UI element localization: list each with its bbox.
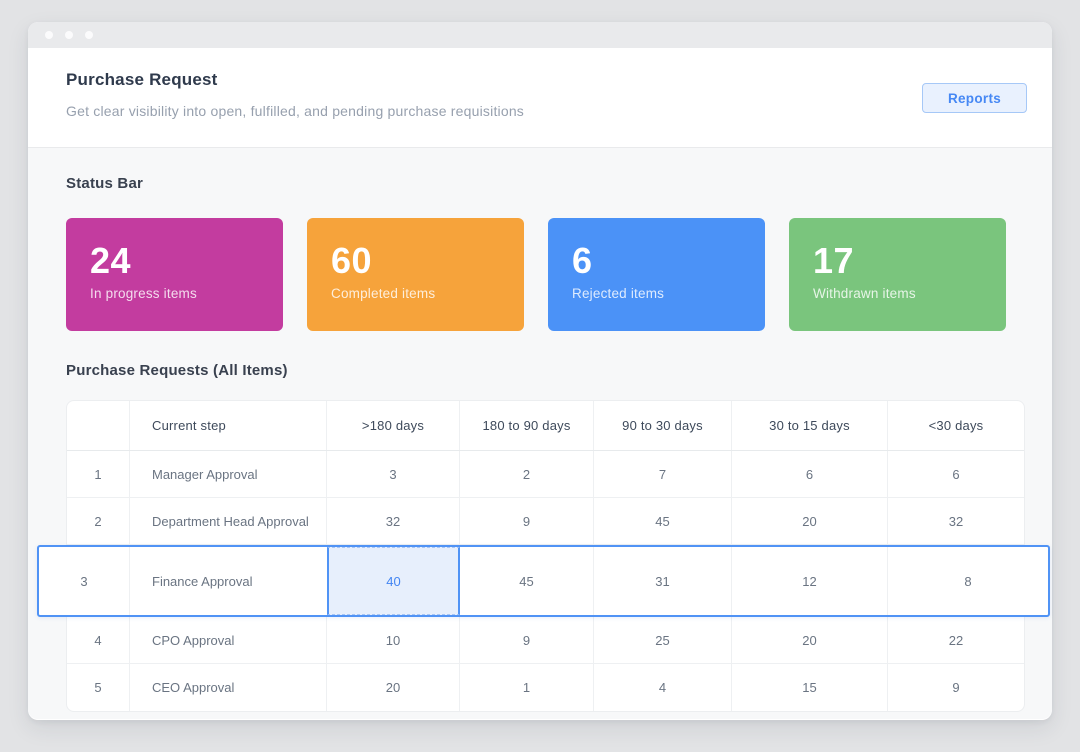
row-value[interactable]: 9	[952, 680, 960, 695]
header-cell-180-90: 180 to 90 days	[460, 401, 594, 450]
row-value[interactable]: 12	[732, 547, 888, 615]
purchase-requests-heading: Purchase Requests (All Items)	[66, 362, 288, 379]
app-window: Purchase Request Get clear visibility in…	[28, 22, 1052, 720]
header-cell-lt30: <30 days	[928, 418, 984, 433]
row-value[interactable]: 45	[594, 498, 732, 544]
header-cell-current-step: Current step	[130, 401, 327, 450]
row-step[interactable]: CEO Approval	[130, 664, 327, 711]
purchase-requests-table: Current step >180 days 180 to 90 days 90…	[37, 400, 1050, 712]
card-label: Withdrawn items	[813, 286, 916, 301]
row-value[interactable]: 1	[460, 664, 594, 711]
row-value[interactable]: 31	[594, 547, 732, 615]
row-value[interactable]: 9	[460, 498, 594, 544]
page-title: Purchase Request	[66, 70, 218, 89]
status-card-completed[interactable]: 60 Completed items	[307, 218, 524, 331]
page-header: Purchase Request Get clear visibility in…	[28, 48, 1052, 148]
row-value[interactable]: 25	[594, 617, 732, 663]
row-value[interactable]: 32	[327, 498, 460, 544]
table-row-selected[interactable]: 3 Finance Approval 40 45 31 12 8	[37, 545, 1050, 617]
card-value: 24	[90, 240, 132, 281]
header-cell-gt180: >180 days	[327, 401, 460, 450]
row-value-highlighted[interactable]: 40	[327, 547, 460, 615]
row-step[interactable]: Finance Approval	[152, 573, 253, 589]
row-value[interactable]: 2	[460, 451, 594, 497]
card-value: 60	[331, 240, 373, 281]
header-cell-30-15: 30 to 15 days	[732, 401, 888, 450]
row-value[interactable]: 20	[732, 617, 888, 663]
card-label: Completed items	[331, 286, 436, 301]
row-value[interactable]: 3	[327, 451, 460, 497]
row-value[interactable]: 10	[327, 617, 460, 663]
reports-button[interactable]: Reports	[922, 83, 1027, 113]
table-row[interactable]: 5 CEO Approval 20 1 4 15 9	[67, 664, 1024, 711]
row-step[interactable]: CPO Approval	[130, 617, 327, 663]
page-body: Status Bar 24 In progress items 60 Compl…	[28, 148, 1052, 719]
window-control-dot	[65, 31, 73, 39]
row-value[interactable]: 20	[327, 664, 460, 711]
status-card-rejected[interactable]: 6 Rejected items	[548, 218, 765, 331]
table-row[interactable]: 2 Department Head Approval 32 9 45 20 32	[67, 498, 1024, 545]
row-value[interactable]: 45	[460, 547, 594, 615]
status-card-withdrawn[interactable]: 17 Withdrawn items	[789, 218, 1006, 331]
status-card-in-progress[interactable]: 24 In progress items	[66, 218, 283, 331]
row-value[interactable]: 7	[594, 451, 732, 497]
card-label: Rejected items	[572, 286, 665, 301]
table-row[interactable]: 1 Manager Approval 3 2 7 6 6	[67, 451, 1024, 498]
status-bar-heading: Status Bar	[66, 175, 144, 192]
row-step[interactable]: Department Head Approval	[130, 498, 327, 544]
window-control-dot	[45, 31, 53, 39]
row-number: 1	[67, 451, 130, 497]
status-cards: 24 In progress items 60 Completed items …	[66, 218, 1052, 331]
window-control-dot	[85, 31, 93, 39]
row-value[interactable]: 9	[460, 617, 594, 663]
table-row[interactable]: 4 CPO Approval 10 9 25 20 22	[67, 617, 1024, 664]
row-value[interactable]: 6	[952, 466, 960, 482]
window-titlebar	[28, 22, 1052, 48]
card-value: 17	[813, 240, 855, 281]
header-cell-90-30: 90 to 30 days	[594, 401, 732, 450]
row-step[interactable]: Manager Approval	[130, 451, 327, 497]
card-label: In progress items	[90, 286, 197, 301]
row-number: 4	[67, 617, 130, 663]
row-value[interactable]: 6	[732, 451, 888, 497]
row-number: 2	[67, 498, 130, 544]
card-value: 6	[572, 240, 593, 281]
row-value[interactable]: 4	[594, 664, 732, 711]
page-subtitle: Get clear visibility into open, fulfille…	[66, 103, 525, 119]
row-number: 5	[67, 664, 130, 711]
row-value[interactable]: 32	[948, 513, 964, 529]
table-header-row: Current step >180 days 180 to 90 days 90…	[67, 401, 1024, 451]
row-value[interactable]: 22	[948, 632, 964, 648]
row-value[interactable]: 20	[732, 498, 888, 544]
header-cell-index	[67, 401, 130, 450]
row-number: 3	[39, 547, 130, 615]
row-value[interactable]: 8	[964, 573, 972, 589]
row-value[interactable]: 15	[732, 664, 888, 711]
